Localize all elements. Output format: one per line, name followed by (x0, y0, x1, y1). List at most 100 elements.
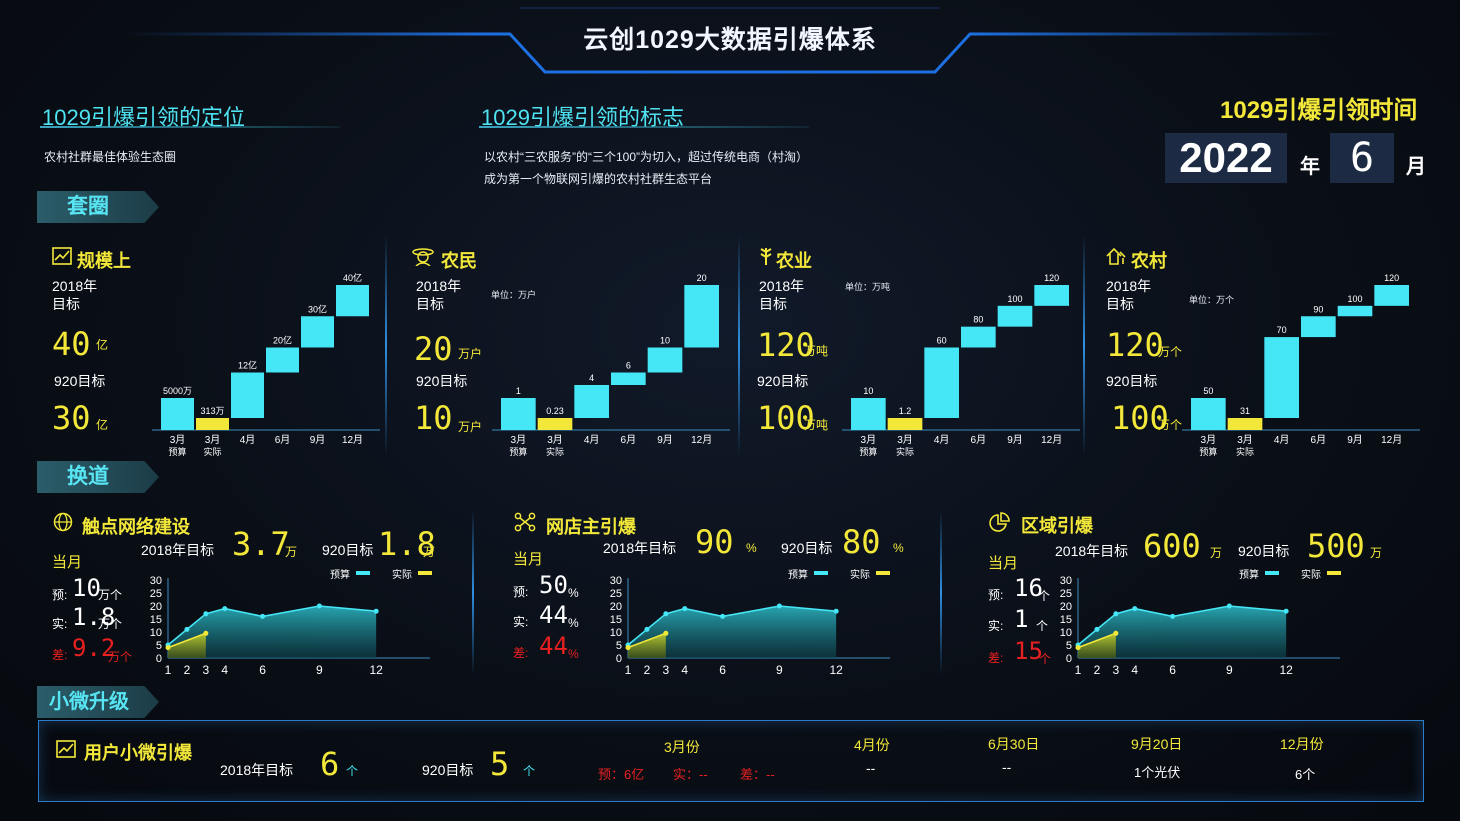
y-tick-label: 25 (150, 588, 162, 600)
bar-value-label: 120 (1384, 273, 1399, 283)
sub-target-unit: 亿 (96, 418, 109, 432)
scale-panel-title: 农业 (776, 251, 812, 271)
x-tick-label: 1 (625, 663, 632, 677)
x-tick-label: 2 (644, 663, 651, 677)
x-tick-label: 4月 (240, 434, 256, 446)
waterfall-bar (196, 418, 229, 430)
actual-value: 1.8 (72, 603, 116, 631)
bar-value-label: 90 (1313, 304, 1323, 314)
bar-value-label: 100 (1007, 294, 1022, 304)
y-tick-label: 0 (156, 653, 162, 665)
data-point (1113, 630, 1119, 636)
x-tick-label: 9月 (310, 434, 326, 446)
y-tick-label: 25 (610, 588, 622, 600)
waterfall-bar (1337, 305, 1373, 317)
waterfall-bar (1264, 337, 1299, 418)
diff-unit: 万个 (108, 650, 133, 664)
series-line (1077, 632, 1117, 649)
y-tick-label: 10 (150, 627, 162, 639)
diff-label: 差: (513, 646, 529, 660)
data-point (316, 603, 322, 609)
y-tick-label: 20 (1060, 601, 1072, 613)
data-point (373, 608, 379, 614)
actual-value: 44 (539, 601, 568, 629)
x-tick-label: 3月 (511, 434, 527, 446)
waterfall-bar (611, 372, 646, 385)
x-tick-label: 12月 (1381, 434, 1402, 446)
budget-value: 16 (1014, 574, 1043, 602)
waterfall-bar (1374, 285, 1409, 306)
chart-icon (56, 740, 76, 763)
diff-label: 差: (988, 651, 1004, 665)
waterfall-bar (266, 347, 299, 373)
x-tick-label: 实际 (546, 446, 564, 457)
waterfall-bar (231, 372, 264, 418)
target920-label: 920目标 (422, 762, 474, 778)
bar-value-label: 20 (697, 273, 707, 283)
diff-value: 15 (1014, 637, 1043, 665)
x-tick-label: 3月 (861, 434, 877, 446)
data-point (625, 645, 631, 651)
bar-value-label: 6 (626, 361, 631, 371)
y-tick-label: 5 (1066, 640, 1072, 652)
dec-value: 6个 (1295, 767, 1316, 782)
april-value: -- (866, 760, 876, 776)
target-label-line2: 目标 (416, 296, 444, 312)
year-value: 2022 (1165, 133, 1287, 183)
actual-label: 实: (988, 619, 1004, 633)
x-tick-label: 3 (203, 663, 210, 677)
data-point (1283, 608, 1289, 614)
target-label-line1: 2018年 (1106, 278, 1152, 294)
legend-actual: 实际 (1301, 570, 1321, 581)
target2018-unit: 万 (1210, 546, 1223, 560)
x-tick-label: 3月 (1201, 434, 1217, 446)
target2018-label: 2018年目标 (141, 542, 215, 558)
waterfall-bar (647, 347, 683, 373)
x-tick-label: 实际 (1236, 446, 1254, 457)
current-month-label: 当月 (52, 554, 83, 571)
bar-value-label: 80 (973, 315, 983, 325)
target-unit: 万户 (458, 347, 483, 361)
wheat-icon (758, 246, 774, 271)
legend-actual-swatch (876, 571, 890, 575)
x-tick-label: 9月 (657, 434, 673, 446)
data-point (1170, 613, 1176, 619)
y-tick-label: 30 (1060, 575, 1072, 587)
legend-actual: 实际 (850, 570, 870, 581)
target-unit: 万吨 (804, 344, 829, 358)
legend-actual-swatch (1327, 571, 1341, 575)
target2018-value: 90 (695, 523, 734, 561)
x-tick-label: 4 (221, 663, 228, 677)
target920-label: 920目标 (322, 542, 374, 558)
legend-actual: 实际 (392, 570, 412, 581)
symbol-desc-line1: 以农村“三农服务”的“三个100”为切入，超过传统电商（村淘） (484, 150, 809, 164)
current-month-label: 当月 (513, 551, 544, 568)
x-tick-label: 6月 (275, 434, 291, 446)
data-point (682, 606, 688, 612)
scale-panel-title: 规模上 (77, 251, 131, 271)
march-actual: 实：-- (673, 767, 708, 782)
sub-target-unit: 万吨 (804, 418, 829, 432)
y-tick-label: 0 (616, 653, 622, 665)
current-month-label: 当月 (988, 555, 1019, 572)
y-tick-label: 25 (1060, 588, 1072, 600)
actual-value: 1 (1014, 605, 1029, 633)
target2018-label: 2018年目标 (220, 762, 294, 778)
waterfall-bar (1191, 398, 1226, 430)
waterfall-bar (851, 398, 886, 430)
y-tick-label: 15 (150, 614, 162, 626)
diff-unit: % (568, 647, 579, 661)
data-point (1132, 606, 1138, 612)
waterfall-bar (574, 385, 609, 418)
x-tick-label: 3 (1113, 663, 1120, 677)
legend-budget-swatch (356, 571, 370, 575)
budget-unit: 个 (1038, 589, 1051, 603)
timing-title: 1029引爆引领时间 (1220, 97, 1418, 124)
sub-target-label: 920目标 (1106, 373, 1158, 389)
y-tick-label: 15 (1060, 614, 1072, 626)
budget-value: 50 (539, 571, 568, 599)
waterfall-bar (501, 398, 536, 430)
page-title: 云创1029大数据引爆体系 (583, 26, 877, 54)
header-frame (120, 7, 1340, 74)
